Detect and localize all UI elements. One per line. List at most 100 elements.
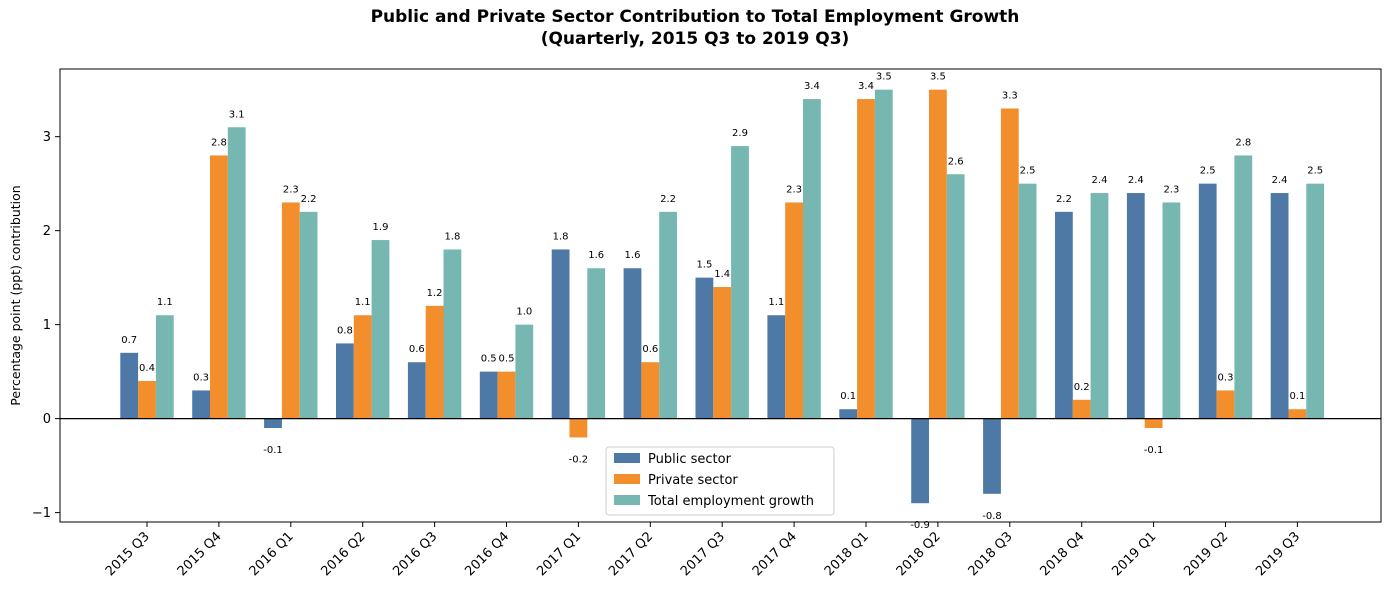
data-label: 2.9 <box>732 128 748 139</box>
bar <box>803 99 821 419</box>
bar <box>695 277 714 419</box>
bar <box>299 211 318 419</box>
bar <box>874 89 893 419</box>
bar <box>407 362 426 419</box>
bar <box>551 249 570 419</box>
data-label: 2.3 <box>1163 184 1179 195</box>
x-tick-label: 2015 Q3 <box>103 529 153 579</box>
data-label: 3.5 <box>930 72 946 83</box>
data-label: 3.4 <box>858 81 874 92</box>
data-label: 1.8 <box>444 231 460 242</box>
bar <box>1000 108 1019 419</box>
bar <box>1162 202 1181 419</box>
chart-title: Public and Private Sector Contribution t… <box>0 6 1390 50</box>
bar <box>1090 193 1109 419</box>
data-label: 0.3 <box>193 372 209 383</box>
x-tick-label: 2015 Q4 <box>175 529 225 579</box>
bar <box>659 211 677 419</box>
bar <box>857 99 875 419</box>
bar <box>210 155 228 419</box>
x-tick-label: 2017 Q2 <box>606 529 656 579</box>
data-label: 1.4 <box>714 269 730 280</box>
data-label: 1.2 <box>427 288 443 299</box>
data-label: 2.8 <box>1235 137 1251 148</box>
bar <box>443 249 462 419</box>
legend-box <box>605 446 835 516</box>
y-axis-label: Percentage point (ppt) contribution <box>8 185 23 405</box>
data-label: -0.9 <box>910 520 930 531</box>
bar <box>1126 193 1145 419</box>
data-label: 2.4 <box>1092 175 1108 186</box>
bar <box>785 202 803 419</box>
bar <box>1306 183 1325 419</box>
data-label: 1.1 <box>157 297 173 308</box>
bar <box>713 287 732 419</box>
bar <box>983 418 1001 494</box>
data-label: 1.1 <box>355 297 371 308</box>
bar <box>911 418 929 504</box>
data-label: 1.5 <box>696 260 712 271</box>
data-label: -0.1 <box>263 445 283 456</box>
y-tick-label: 1 <box>43 318 51 333</box>
legend: Public sector Private sector Total employm… <box>605 446 835 516</box>
data-label: 0.8 <box>337 325 353 336</box>
bar <box>569 418 588 438</box>
x-tick-label: 2017 Q4 <box>750 529 800 579</box>
data-label: 2.3 <box>283 184 299 195</box>
data-label: 2.6 <box>948 156 964 167</box>
bar <box>839 409 858 419</box>
x-tick-label: 2019 Q1 <box>1109 529 1159 579</box>
chart-subtitle-line: (Quarterly, 2015 Q3 to 2019 Q3) <box>540 29 850 49</box>
data-label: 2.4 <box>1128 175 1144 186</box>
data-label: 1.6 <box>625 250 641 261</box>
bar <box>479 371 498 419</box>
bar <box>1018 183 1037 419</box>
data-label: 3.1 <box>229 109 245 120</box>
data-label: 0.5 <box>499 354 515 365</box>
data-label: 2.4 <box>1272 175 1288 186</box>
data-label: 3.4 <box>804 81 820 92</box>
legend-swatch <box>614 495 640 505</box>
data-label: 2.2 <box>1056 194 1072 205</box>
y-tick-label: 3 <box>43 130 51 145</box>
bar <box>1216 390 1235 419</box>
bar <box>587 268 606 419</box>
bar <box>281 202 300 419</box>
bar <box>1270 193 1289 419</box>
bar <box>425 305 444 419</box>
data-label: 1.9 <box>373 222 389 233</box>
data-label: 0.1 <box>840 391 856 402</box>
bar <box>1055 211 1073 419</box>
bar <box>192 390 210 419</box>
bar <box>1144 418 1163 429</box>
bar <box>264 418 282 429</box>
data-label: 0.3 <box>1218 372 1234 383</box>
data-label: 0.7 <box>121 335 137 346</box>
legend-label: Private sector <box>648 473 738 488</box>
x-tick-label: 2019 Q2 <box>1181 529 1231 579</box>
data-label: 2.3 <box>786 184 802 195</box>
x-tick-label: 2018 Q3 <box>966 529 1016 579</box>
legend-label: Total employment growth <box>647 494 814 509</box>
data-label: 0.5 <box>481 354 497 365</box>
data-label: 0.4 <box>139 363 155 374</box>
bar <box>497 371 516 419</box>
data-label: 0.6 <box>409 344 425 355</box>
bar <box>1072 399 1091 419</box>
bar <box>623 268 642 419</box>
x-tick-label: 2016 Q4 <box>462 529 512 579</box>
bar <box>946 174 965 419</box>
x-tick-label: 2018 Q2 <box>894 529 944 579</box>
x-tick-label: 2019 Q3 <box>1253 529 1303 579</box>
bar <box>1288 409 1307 419</box>
data-label: 1.0 <box>516 307 532 318</box>
data-label: 1.6 <box>588 250 604 261</box>
bar <box>731 146 749 419</box>
data-label: 1.8 <box>553 231 569 242</box>
bar <box>515 324 534 419</box>
data-label: -0.2 <box>569 454 589 465</box>
data-label: 0.1 <box>1289 391 1305 402</box>
y-tick-label: −1 <box>32 506 51 521</box>
